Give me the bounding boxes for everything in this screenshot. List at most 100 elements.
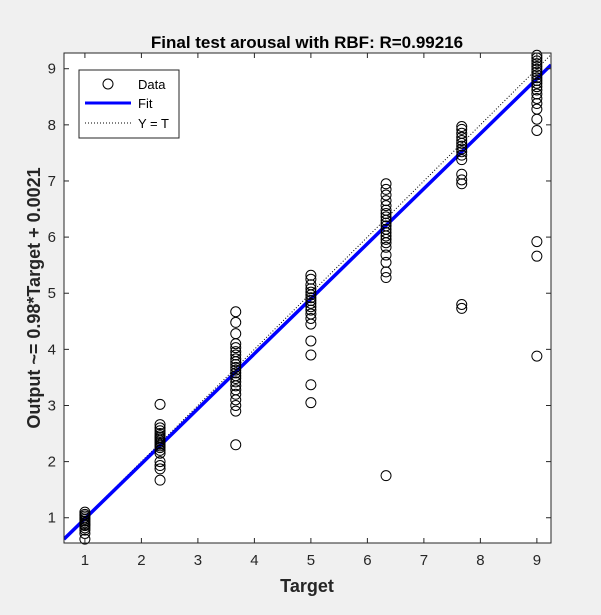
data-point [230,306,242,318]
y-tick-label: 5 [48,285,56,302]
data-point [154,447,166,459]
data-point [154,463,166,475]
data-point [380,256,392,268]
data-point [154,474,166,486]
data-point [380,178,392,190]
data-point [305,301,317,313]
data-point [456,131,468,143]
data-point [456,127,468,139]
axes-box [63,52,552,544]
data-point [456,302,468,314]
data-point [230,388,242,400]
data-point [531,236,543,248]
data-point [305,379,317,391]
data-point [531,63,543,75]
y-tick-label: 2 [48,454,56,471]
data-point [154,398,166,410]
data-points [79,49,543,545]
x-axis-label: Target [280,576,334,596]
data-point [456,140,468,152]
y-tick-label: 4 [48,341,56,358]
data-point [380,195,392,207]
data-point [531,77,543,89]
data-point [380,200,392,212]
data-point [79,533,91,545]
data-point [230,353,242,365]
data-point [305,349,317,361]
data-point [456,174,468,186]
chart-title: Final test arousal with RBF: R=0.99216 [151,33,463,52]
x-tick-label: 4 [250,552,258,569]
data-point [154,456,166,468]
data-point [531,49,543,61]
data-point [380,211,392,223]
data-point [230,373,242,385]
y-tick-label: 8 [48,117,56,134]
data-point [154,425,166,437]
data-point [380,183,392,195]
data-point [531,103,543,115]
data-point [305,297,317,309]
x-tick-label: 7 [420,552,428,569]
data-point [380,223,392,235]
data-point [380,220,392,232]
data-point [305,269,317,281]
data-point [531,60,543,72]
data-point [154,460,166,472]
data-point [230,346,242,358]
y-tick-label: 9 [48,61,56,78]
data-point [230,316,242,328]
data-point [305,312,317,324]
data-point [531,92,543,104]
data-point [456,154,468,166]
data-point [230,405,242,417]
data-point [380,208,392,220]
data-point [456,143,468,155]
x-tick-label: 8 [476,552,484,569]
legend-identity-label: Y = T [138,116,169,131]
data-point [230,367,242,379]
data-point [380,189,392,201]
data-point [230,370,242,382]
y-axis-label: Output ~= 0.98*Target + 0.0021 [24,167,44,428]
data-point [456,135,468,147]
x-tick-label: 5 [307,552,315,569]
data-point [230,364,242,376]
data-point [531,72,543,84]
data-point [154,428,166,440]
data-point [305,273,317,285]
y-tick-label: 6 [48,229,56,246]
data-point [531,88,543,100]
x-tick-label: 1 [81,552,89,569]
data-point [154,422,166,434]
x-tick-label: 2 [137,552,145,569]
data-point [380,249,392,261]
data-point [380,470,392,482]
data-point [531,81,543,93]
data-point [456,121,468,133]
data-point [230,349,242,361]
data-point [531,58,543,70]
data-point [531,75,543,87]
data-point [380,272,392,284]
data-point [456,298,468,310]
data-point [305,295,317,307]
data-point [230,376,242,388]
data-point [79,506,91,518]
data-point [305,286,317,298]
y-tick-label: 7 [48,173,56,190]
x-tick-label: 6 [363,552,371,569]
data-point [230,328,242,340]
data-point [456,146,468,158]
data-point [531,124,543,136]
legend-data-label: Data [138,77,166,92]
data-point [230,439,242,451]
legend-fit-label: Fit [138,96,153,111]
data-point [531,350,543,362]
legend-data-marker [102,78,114,90]
y-tick-label: 3 [48,397,56,414]
y-axis-ticks: 1 2 3 4 5 6 7 8 9 [48,61,551,527]
data-point [531,69,543,81]
data-point [230,399,242,411]
